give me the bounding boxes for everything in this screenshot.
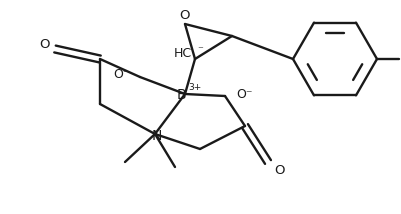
Text: O⁻: O⁻: [236, 88, 253, 101]
Text: O⁻: O⁻: [113, 67, 130, 80]
Text: B: B: [176, 88, 185, 102]
Text: O: O: [179, 9, 190, 21]
Text: O: O: [40, 37, 50, 51]
Text: HC: HC: [174, 46, 192, 59]
Text: N: N: [152, 129, 162, 143]
Text: O: O: [274, 163, 285, 177]
Text: 3+: 3+: [188, 83, 201, 92]
Text: ⁻: ⁻: [196, 45, 203, 55]
